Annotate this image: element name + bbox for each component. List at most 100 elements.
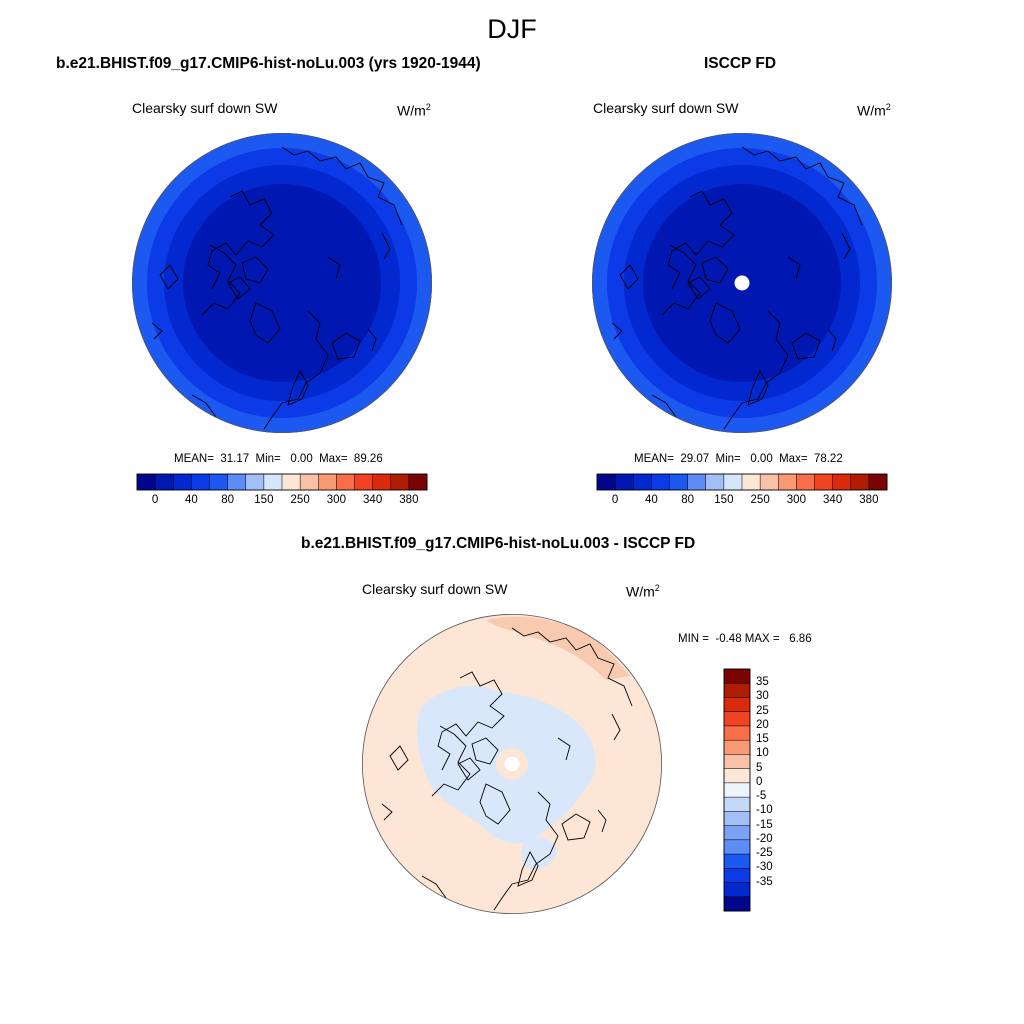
coastline-0 [281,146,403,226]
coastline-1 [207,190,275,290]
model-units-label: W/m2 [397,102,431,119]
colorbar-tick-label: 40 [184,494,198,506]
colorbar-tick-label: 80 [221,494,235,506]
diff-colorbar-tick-label: 10 [756,747,769,760]
colorbar-box-14 [850,473,870,491]
colorbar-box-4 [669,473,689,491]
diff-colorbar-tick-label: -30 [756,861,773,874]
diff-variable-label: Clearsky surf down SW [362,581,508,597]
diff-colorbar-box-13 [723,853,751,869]
map-border [131,132,433,434]
coastline-8 [561,813,591,841]
diff-colorbar [723,668,751,912]
coastline-3 [471,737,499,765]
colorbar-tick-label: 0 [151,494,159,506]
diff-colorbar-box-5 [723,739,751,755]
coastline-1 [667,190,735,290]
coastline-0 [511,627,633,707]
diff-colorbar-tick-label: 35 [756,676,769,689]
diff-colorbar-tick-label: 0 [756,775,763,788]
colorbar-box-12 [814,473,834,491]
colorbar-box-10 [778,473,797,491]
diff-units-label: W/m2 [626,583,660,600]
colorbar-tick-label: 80 [681,494,695,506]
model-variable-label: Clearsky surf down SW [132,100,278,116]
colorbar-tick-label: 250 [290,494,310,506]
coastline-14 [651,394,677,418]
diff-colorbar-tick-label: -5 [756,790,767,803]
coastline-13 [597,809,607,833]
obs-panel-title: ISCCP FD [704,55,777,72]
model-panel-title: b.e21.BHIST.f09_g17.CMIP6-hist-noLu.003 … [56,55,481,72]
colorbar-box-13 [832,473,852,491]
colorbar-box-0 [136,473,156,491]
diff-colorbar-box-6 [723,754,751,770]
map-border [591,132,893,434]
coastline-7 [263,402,283,430]
coastline-15 [841,232,851,260]
coastline-13 [367,328,377,352]
coastline-6 [511,791,559,885]
diff-colorbar-box-3 [723,711,751,727]
coastline-0 [741,146,863,226]
coastline-13 [827,328,837,352]
season-title: DJF [487,14,537,44]
colorbar-box-8 [741,473,761,491]
coastline-12 [327,256,341,280]
diff-colorbar-frame [723,668,751,912]
colorbar-box-12 [354,473,374,491]
colorbar-tick-label: 380 [859,494,879,506]
diff-colorbar-ticks: 35 30 25 20 15 10 5 0 -5 -10 -15 -20 -25 -30 -35 [756,669,796,911]
diff-colorbar-box-16 [723,896,751,912]
coastline-12 [787,256,801,280]
coastline-1 [437,671,505,771]
coastline-9 [747,370,769,406]
colorbar-box-6 [705,473,725,491]
diff-panel-title: b.e21.BHIST.f09_g17.CMIP6-hist-noLu.003 … [301,535,696,552]
coastline-11 [381,803,393,821]
coastline-2 [661,244,701,316]
obs-variable-label: Clearsky surf down SW [593,100,739,116]
colorbar-box-1 [614,473,634,491]
map-ring-3 [183,184,381,382]
model-colorbar-ticks: 0 40 80 150 250 300 340 380 [137,494,427,510]
colorbar-tick-label: 300 [326,494,346,506]
diff-colorbar-box-14 [723,868,751,883]
coastline-8 [791,332,821,360]
diff-colorbar-box-2 [723,697,751,713]
model-polar-map [131,132,433,434]
coastline-12 [557,737,571,761]
diff-colorbar-tick-label: 5 [756,761,763,774]
colorbar-box-3 [651,473,670,491]
diff-colorbar-box-11 [723,825,751,841]
coastline-14 [191,394,217,418]
colorbar-box-8 [281,473,301,491]
colorbar-box-2 [173,473,192,491]
obs-colorbar [596,473,888,491]
coastline-11 [151,322,163,340]
diff-colorbar-tick-label: -20 [756,832,773,845]
diff-colorbar-tick-label: -15 [756,818,773,831]
coastline-4 [457,757,481,781]
coastline-7 [493,883,513,911]
colorbar-box-14 [390,473,410,491]
model-stats: MEAN= 31.17 Min= 0.00 Max= 89.26 [174,453,383,465]
diff-colorbar-tick-label: 25 [756,704,769,717]
coastline-2 [431,725,471,797]
coastline-10 [389,745,409,771]
polar-gap [504,756,520,772]
obs-colorbar-ticks: 0 40 80 150 250 300 340 380 [597,494,887,510]
diff-colorbar-box-10 [723,811,751,827]
colorbar-tick-label: 150 [254,494,274,506]
obs-polar-map [591,132,893,434]
diff-colorbar-box-15 [723,882,751,898]
coastline-5 [709,302,741,344]
colorbar-frame [596,473,888,491]
diff-colorbar-tick-label: -10 [756,804,773,817]
colorbar-box-7 [723,473,743,491]
diff-polar-map [361,613,663,915]
diff-positive-region [486,616,630,680]
diff-colorbar-box-4 [723,725,751,741]
colorbar-tick-label: 300 [786,494,806,506]
colorbar-box-6 [245,473,265,491]
